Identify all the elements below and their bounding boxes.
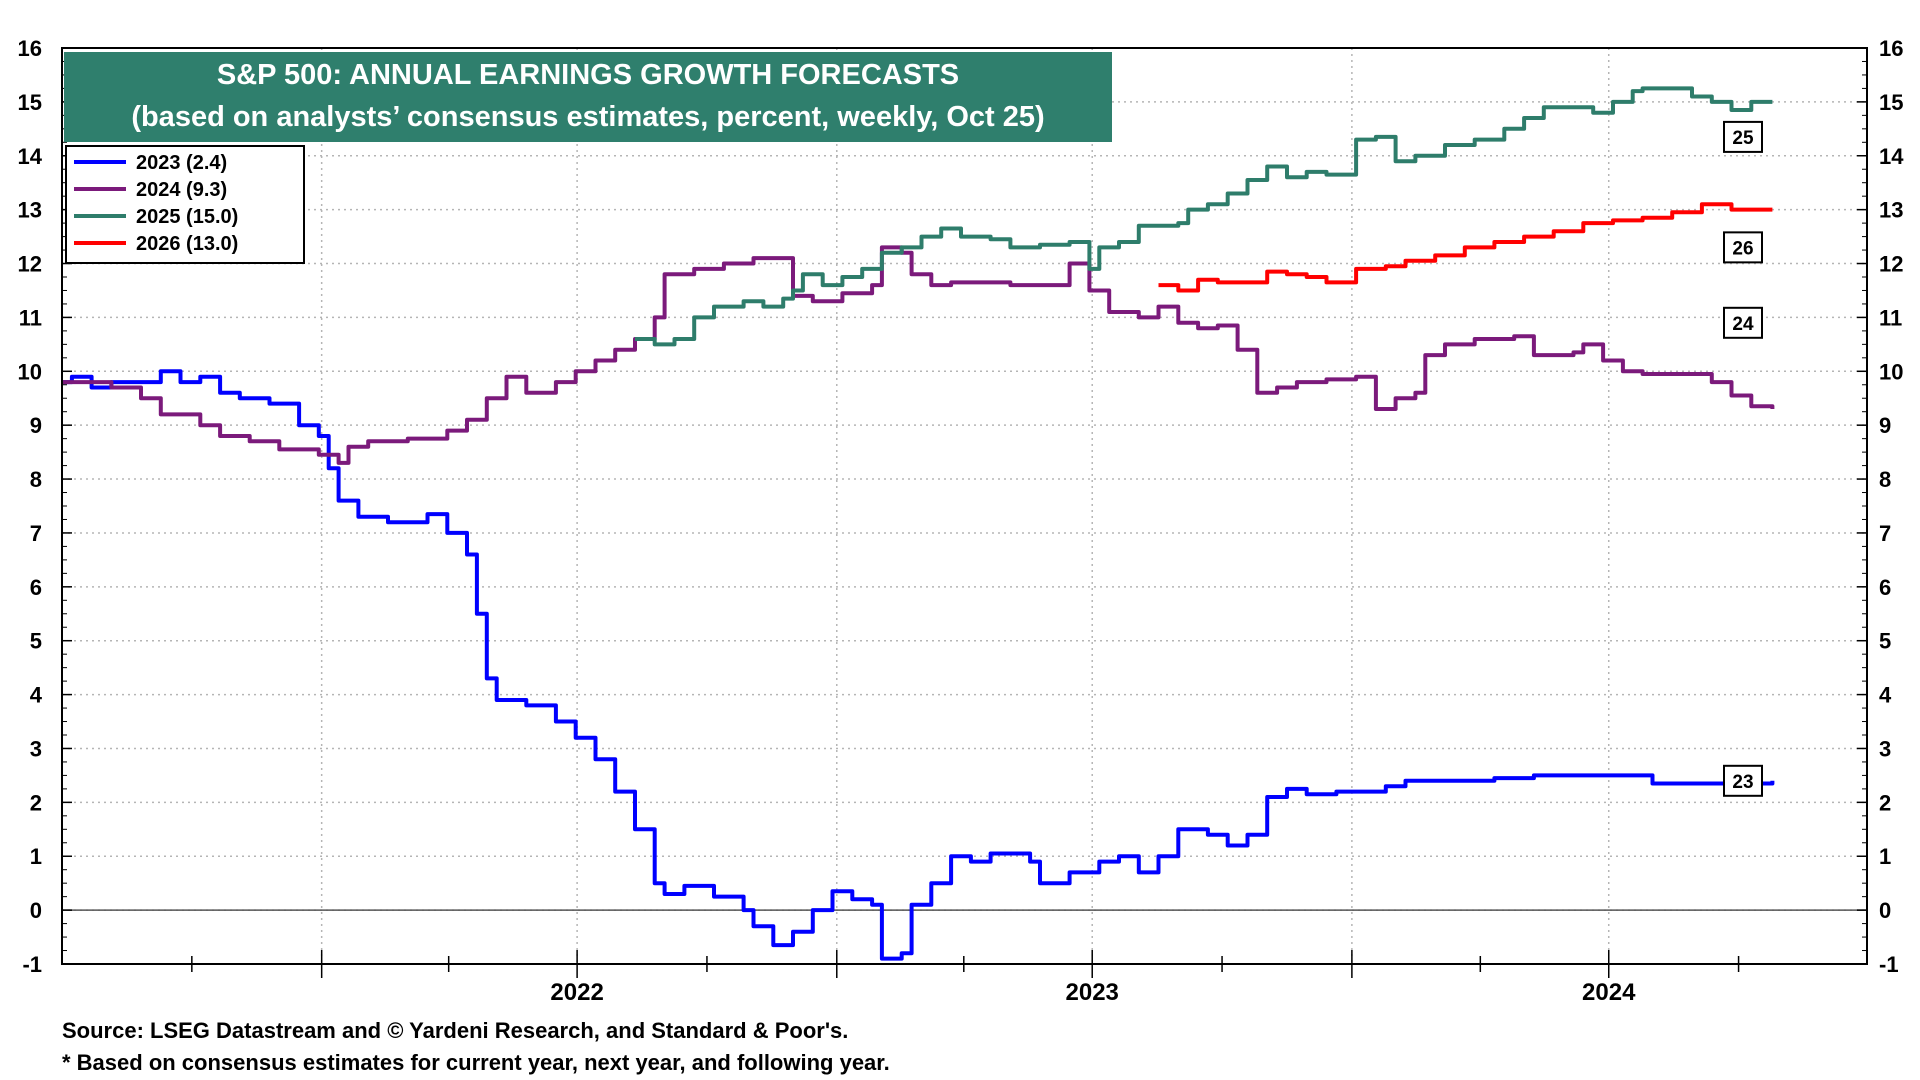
x-tick-label-2023: 2023 [1066, 979, 1119, 1006]
series-line-23 [62, 369, 1775, 961]
y-tick-label-right: 3 [1879, 736, 1891, 761]
chart-title: S&P 500: ANNUAL EARNINGS GROWTH FORECAST… [217, 59, 959, 91]
chart-subtitle: (based on analysts’ consensus estimates,… [131, 101, 1044, 133]
legend: 2023 (2.4) 2024 (9.3) 2025 (15.0) 2026 (13.… [65, 145, 305, 264]
series-lines [62, 86, 1775, 961]
y-tick-label-right: 9 [1879, 413, 1891, 438]
y-tick-label-left: 13 [18, 198, 42, 223]
y-tick-label-left: 10 [18, 359, 42, 384]
y-tick-label-left: 0 [30, 898, 42, 923]
gridlines [62, 48, 1867, 964]
legend-label-23: 2023 (2.4) [136, 152, 227, 174]
plot-frame [61, 47, 1868, 965]
y-tick-label-left: 7 [30, 521, 42, 546]
y-tick-label-right: 15 [1879, 90, 1903, 115]
y-tick-label-left: 1 [30, 844, 42, 869]
x-tick-label-2024: 2024 [1582, 979, 1636, 1006]
y-tick-label-right: 8 [1879, 467, 1891, 492]
y-tick-label-right: 12 [1879, 252, 1903, 277]
y-tick-label-right: 13 [1879, 198, 1903, 223]
title-box: S&P 500: ANNUAL EARNINGS GROWTH FORECAST… [64, 52, 1112, 142]
y-tick-label-right: 11 [1879, 305, 1902, 330]
end-label-box-24 [1723, 306, 1763, 339]
y-tick-label-right: 5 [1879, 629, 1891, 654]
y-tick-label-right: 16 [1879, 36, 1903, 61]
y-tick-label-right: 6 [1879, 575, 1891, 600]
footnote: * Based on consensus estimates for curre… [62, 1050, 890, 1075]
y-tick-label-right: 2 [1879, 790, 1891, 815]
legend-label-24: 2024 (9.3) [136, 179, 227, 201]
y-tick-label-left: 16 [18, 36, 42, 61]
end-label-box-25 [1723, 120, 1763, 153]
series-line-25 [635, 86, 1773, 347]
y-tick-label-right: 0 [1879, 898, 1891, 923]
end-label-26: 26 [1732, 238, 1753, 259]
y-tick-label-left: 6 [30, 575, 42, 600]
legend-label-25: 2025 (15.0) [136, 206, 238, 228]
y-tick-label-left: 8 [30, 467, 42, 492]
y-tick-label-left: 12 [18, 252, 42, 277]
y-tick-label-left: 5 [30, 629, 42, 654]
end-label-box-26 [1723, 231, 1763, 264]
end-labels: 23 24 25 26 [1723, 120, 1763, 797]
y-tick-label-left: 11 [19, 305, 42, 330]
y-tick-label-right: 4 [1879, 683, 1892, 708]
x-axis-ticks: 2022 2023 2024 [191, 950, 1740, 1006]
series-line-24 [62, 245, 1775, 465]
y-tick-label-left: 2 [30, 790, 42, 815]
y-tick-label-left: 15 [18, 90, 42, 115]
series-line-26 [1158, 202, 1773, 293]
y-tick-label-right: 7 [1879, 521, 1891, 546]
end-label-25: 25 [1732, 128, 1754, 149]
y-tick-label-right: 1 [1879, 844, 1891, 869]
source-note: Source: LSEG Datastream and © Yardeni Re… [62, 1018, 849, 1043]
end-label-23: 23 [1732, 772, 1753, 793]
end-label-24: 24 [1732, 314, 1754, 335]
y-tick-label-right: 14 [1879, 144, 1904, 169]
y-tick-label-left: -1 [22, 952, 42, 977]
x-tick-label-2022: 2022 [550, 979, 603, 1006]
y-tick-label-right: 10 [1879, 359, 1903, 384]
y-tick-label-left: 4 [30, 683, 43, 708]
end-label-box-23 [1723, 764, 1763, 797]
y-tick-label-left: 14 [18, 144, 43, 169]
legend-label-26: 2026 (13.0) [136, 233, 238, 255]
y-tick-label-right: -1 [1879, 952, 1899, 977]
y-tick-label-left: 3 [30, 736, 42, 761]
y-tick-label-left: 9 [30, 413, 42, 438]
